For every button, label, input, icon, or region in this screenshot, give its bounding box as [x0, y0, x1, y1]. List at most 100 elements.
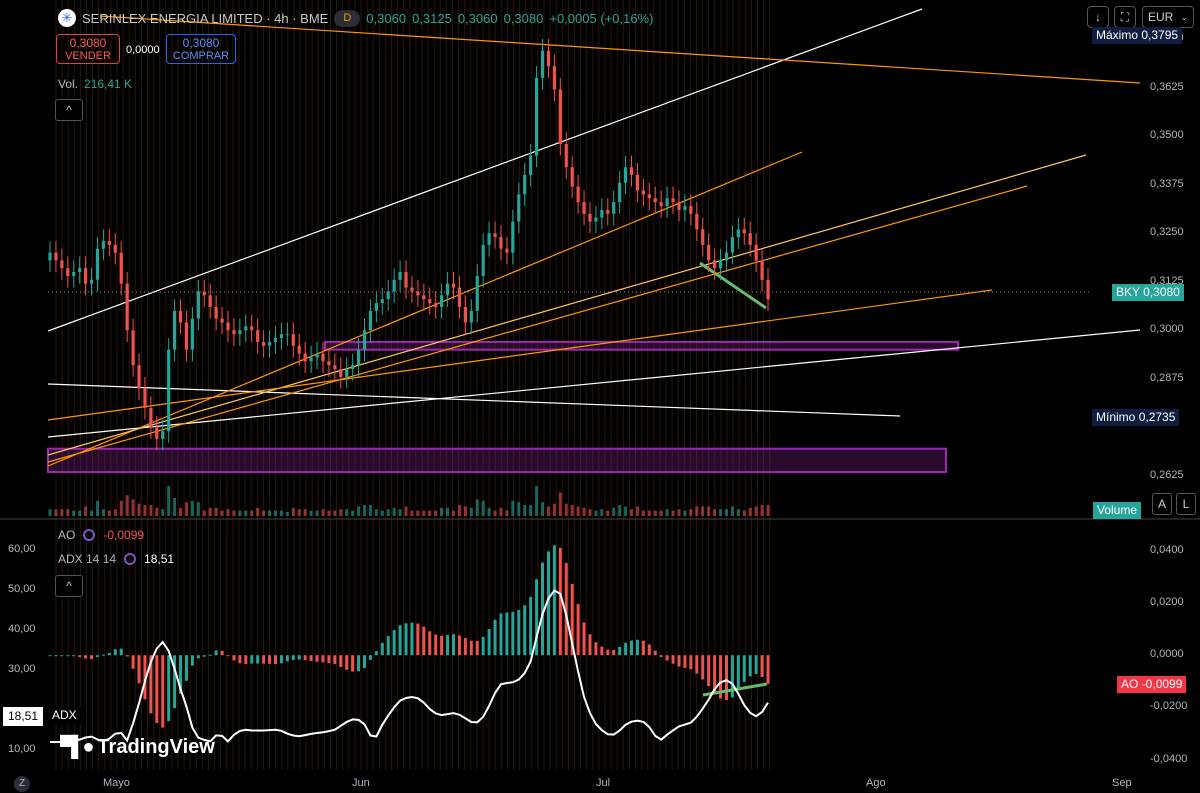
candle — [78, 268, 82, 273]
volume-bar — [416, 510, 420, 516]
currency-select[interactable]: EUR ⌄ — [1142, 6, 1194, 28]
candle — [291, 334, 295, 346]
volume-bar — [90, 510, 94, 516]
volume-tag: Volume — [1093, 502, 1142, 519]
ao-bar — [256, 655, 260, 664]
volume-bar — [475, 499, 479, 516]
volume-bar — [161, 509, 165, 516]
ao-bar — [630, 640, 634, 656]
candle — [113, 244, 117, 253]
log-scale-button[interactable]: L — [1176, 493, 1196, 515]
ao-bar — [760, 655, 764, 677]
symbol-name[interactable]: SERINLEX ENERGIA LIMITED · 4h · BME — [82, 10, 329, 26]
volume-bar — [481, 500, 485, 516]
candle — [178, 310, 183, 323]
candle — [659, 202, 663, 207]
price-tick: 0,3500 — [1150, 129, 1184, 142]
auto-scale-button[interactable]: A — [1152, 493, 1172, 515]
ao-bar — [635, 639, 639, 656]
ao-bar — [541, 562, 545, 656]
zoom-button[interactable]: Z — [14, 776, 30, 792]
candle — [107, 240, 111, 245]
candle — [594, 217, 598, 222]
adx-tick: 60,00 — [8, 543, 36, 555]
ao-bar — [546, 551, 550, 656]
support-zone-lower — [47, 447, 947, 473]
candle — [315, 353, 319, 358]
candle — [351, 365, 355, 370]
last-value: 0,3080 — [1143, 285, 1180, 299]
candle — [463, 306, 467, 323]
ao-bar — [683, 655, 687, 668]
candle — [374, 303, 378, 311]
candle — [356, 349, 361, 366]
ao-bar — [368, 655, 372, 660]
volume-bar — [647, 510, 651, 516]
collapse-indicators-button[interactable]: ^ — [55, 575, 83, 597]
candle — [469, 310, 473, 323]
candle — [196, 291, 200, 319]
ao-bar — [196, 655, 200, 659]
ao-bar — [72, 655, 76, 657]
candle — [173, 310, 177, 350]
ao-bar — [95, 655, 99, 658]
ao-bar — [434, 634, 438, 656]
ao-bar — [179, 655, 183, 694]
volume-bar — [546, 506, 550, 516]
symbol-header: ✳ SERINLEX ENERGIA LIMITED · 4h · BME D … — [58, 9, 653, 27]
sell-button[interactable]: 0,3080 VENDER — [56, 34, 120, 64]
ao-bar — [469, 640, 473, 656]
volume-bar — [659, 510, 663, 516]
ao-bar — [351, 655, 355, 672]
ao-bar — [214, 650, 218, 656]
tradingview-logo[interactable]: ▀▌● TradingView — [60, 736, 215, 759]
volume-bar — [113, 509, 117, 516]
candle — [226, 322, 230, 331]
collapse-legend-button[interactable]: ^ — [55, 99, 83, 121]
candle — [564, 143, 568, 168]
candle — [428, 299, 432, 304]
refresh-icon[interactable] — [83, 529, 96, 541]
daily-badge[interactable]: D — [334, 9, 361, 27]
candle — [481, 244, 485, 276]
volume-bar — [137, 503, 141, 516]
refresh-icon[interactable] — [124, 553, 137, 565]
ao-bar — [695, 655, 699, 674]
fullscreen-button[interactable]: ⛶ — [1114, 6, 1136, 28]
ao-tag-label: AO — [1121, 677, 1139, 691]
ao-bar — [713, 655, 717, 694]
volume-bar — [327, 510, 331, 516]
ao-tick: 0,0000 — [1150, 648, 1184, 661]
volume-label: Vol. — [58, 77, 79, 91]
volume-bar — [736, 509, 740, 516]
ao-bar — [730, 655, 734, 698]
candle — [368, 310, 373, 331]
price-tick: 0,3625 — [1150, 80, 1184, 93]
adx-value-tag: 18,51 — [3, 707, 44, 726]
candle — [256, 330, 260, 342]
volume-bar — [285, 512, 289, 516]
candle — [523, 174, 527, 195]
support-zones — [47, 340, 959, 473]
volume-bar — [131, 499, 135, 516]
ao-bar — [742, 655, 746, 682]
buy-button[interactable]: 0,3080 COMPRAR — [166, 34, 236, 64]
ao-bar — [262, 655, 266, 664]
candle — [262, 341, 266, 346]
ao-bar — [84, 655, 88, 659]
download-button[interactable]: ↓ — [1087, 6, 1109, 28]
candle — [119, 252, 123, 284]
ao-legend[interactable]: AO -0,0099 — [58, 528, 144, 542]
buy-price: 0,3080 — [182, 36, 220, 50]
ao-bar — [119, 648, 123, 656]
candle — [250, 326, 254, 331]
volume-bar — [612, 507, 616, 516]
adx-legend[interactable]: ADX 14 14 18,51 — [58, 552, 174, 566]
volume-bar — [487, 507, 491, 516]
candle — [131, 330, 135, 366]
ao-tick: 0,0200 — [1150, 596, 1184, 609]
ao-bar — [78, 655, 82, 658]
open-value: 0,3060 — [366, 10, 407, 26]
spread-value: 0,0000 — [126, 44, 160, 56]
